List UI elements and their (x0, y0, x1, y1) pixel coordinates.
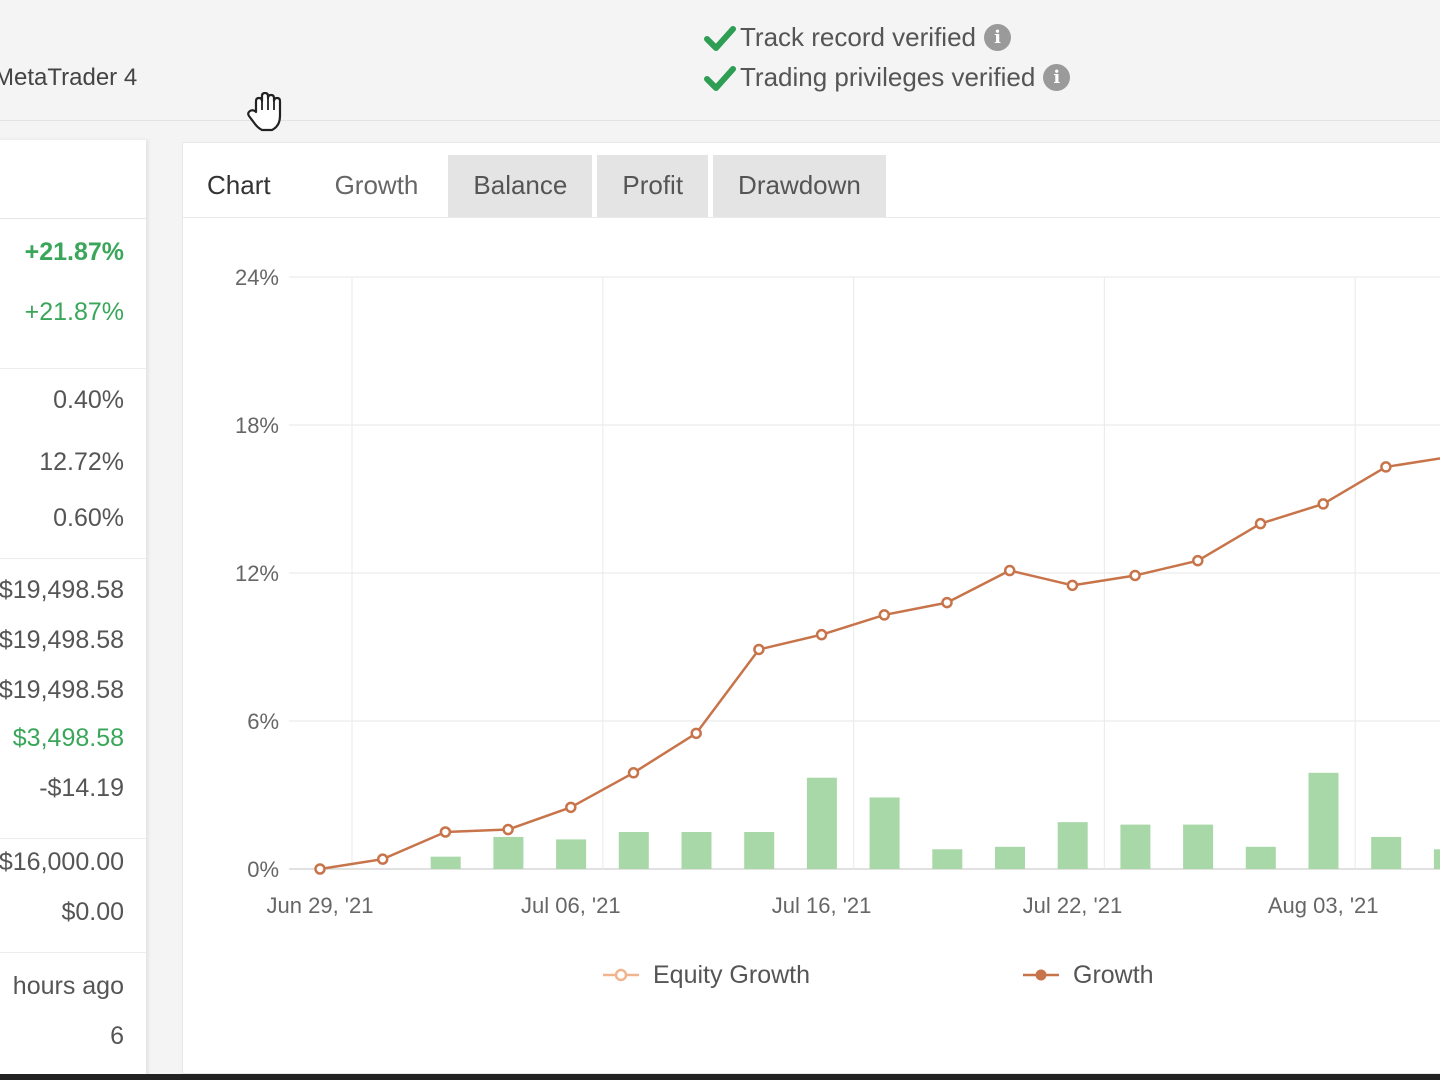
growth-chart: 0% 6% 12% 18% 24% Jun 29, '21 Jul 06, '21 Jul 1… (235, 265, 1440, 989)
bar (493, 836, 524, 869)
check-icon (704, 65, 736, 91)
tab-profit[interactable]: Profit (597, 155, 709, 217)
account-header: MetaTrader 4 Track record verified i Tra… (0, 0, 1440, 121)
stats-panel-header (0, 140, 146, 219)
chart-panel: Chart Growth Balance Profit Drawdown 0% 6… (182, 142, 1440, 1074)
trading-privileges-verified: Trading privileges verified i (704, 62, 1071, 93)
window-bottom-border (0, 1074, 1440, 1080)
bar (1120, 824, 1151, 869)
bar (1057, 822, 1088, 869)
growth-point (1066, 579, 1079, 592)
verification-label: Trading privileges verified (740, 62, 1036, 92)
tab-drawdown[interactable]: Drawdown (713, 155, 886, 217)
growth-point (376, 853, 389, 865)
bar (618, 832, 649, 869)
bar (1183, 824, 1214, 869)
growth-point (1380, 461, 1392, 473)
x-tick-label: Jul 22, '21 (1023, 893, 1123, 918)
stat-value: $19,498.58 (0, 576, 124, 604)
growth-point (753, 643, 765, 656)
y-tick-label: 6% (247, 709, 279, 734)
check-icon (704, 25, 736, 51)
info-icon[interactable]: i (984, 24, 1011, 51)
growth-point (565, 801, 577, 814)
growth-point (878, 609, 891, 621)
track-record-verified: Track record verified i (704, 22, 1011, 53)
stat-value: +21.87% (24, 298, 124, 326)
growth-point (1129, 569, 1141, 582)
bar (806, 777, 837, 869)
bar (681, 832, 712, 869)
y-tick-label: 18% (235, 413, 279, 438)
growth-point (627, 767, 640, 779)
bar (932, 849, 963, 869)
y-tick-label: 12% (235, 561, 279, 586)
growth-point (1317, 498, 1329, 510)
tabs-divider (183, 217, 1440, 218)
bar (1308, 772, 1339, 869)
stat-value: $3,498.58 (12, 724, 124, 752)
legend-equity-growth-label: Equity Growth (653, 961, 810, 989)
x-tick-label: Jun 29, '21 (267, 893, 374, 918)
stat-value: $16,000.00 (0, 848, 124, 876)
stats-panel: +21.87% +21.87% 0.40% 12.72% 0.60% $19,498.58… (0, 140, 146, 1080)
stat-value: $0.00 (61, 898, 124, 926)
tab-balance[interactable]: Balance (448, 155, 593, 217)
x-tick-label: Jul 16, '21 (772, 893, 872, 918)
stat-value: hours ago (12, 972, 124, 1000)
growth-point (941, 596, 953, 609)
growth-point (439, 826, 452, 838)
bar (430, 856, 461, 869)
growth-point (502, 823, 514, 836)
growth-point (1254, 517, 1267, 530)
stat-value: 6 (110, 1022, 124, 1050)
chart-tabs-label: Chart (207, 170, 271, 200)
platform-label: MetaTrader 4 (0, 64, 138, 91)
bar (1433, 849, 1440, 869)
growth-point (815, 628, 828, 641)
verification-label: Track record verified (740, 22, 976, 52)
bar (869, 797, 900, 869)
y-tick-label: 0% (247, 857, 279, 882)
info-icon[interactable]: i (1043, 64, 1071, 91)
stats-separator (0, 558, 146, 559)
stat-value: +21.87% (24, 238, 124, 266)
growth-point (314, 863, 326, 875)
growth-point (1003, 564, 1016, 577)
bar (556, 839, 587, 869)
chart-tabs: Chart Growth Balance Profit Drawdown (183, 155, 891, 217)
stats-separator (0, 368, 146, 369)
stat-value: $19,498.58 (0, 676, 124, 704)
hand-cursor-icon (247, 92, 282, 132)
bar (744, 832, 775, 869)
stat-value: $19,498.58 (0, 626, 124, 654)
stat-value: 0.60% (53, 504, 124, 532)
growth-point (1192, 554, 1204, 567)
stat-value: 0.40% (53, 386, 124, 414)
bar (1371, 836, 1402, 869)
tab-growth[interactable]: Growth (309, 155, 444, 217)
stat-value: -$14.19 (39, 774, 124, 802)
bar (1245, 846, 1276, 869)
growth-point (690, 727, 702, 740)
legend-equity-swatch-point (614, 968, 628, 982)
stats-separator (0, 952, 146, 953)
x-tick-label: Jul 06, '21 (521, 893, 621, 918)
stat-value: 12.72% (39, 448, 124, 476)
x-tick-label: Aug 03, '21 (1268, 893, 1379, 918)
stats-separator (0, 838, 146, 839)
legend-growth-label: Growth (1073, 961, 1154, 989)
legend-growth-swatch-point (1035, 969, 1047, 981)
y-tick-label: 24% (235, 265, 279, 290)
bar (995, 846, 1025, 869)
